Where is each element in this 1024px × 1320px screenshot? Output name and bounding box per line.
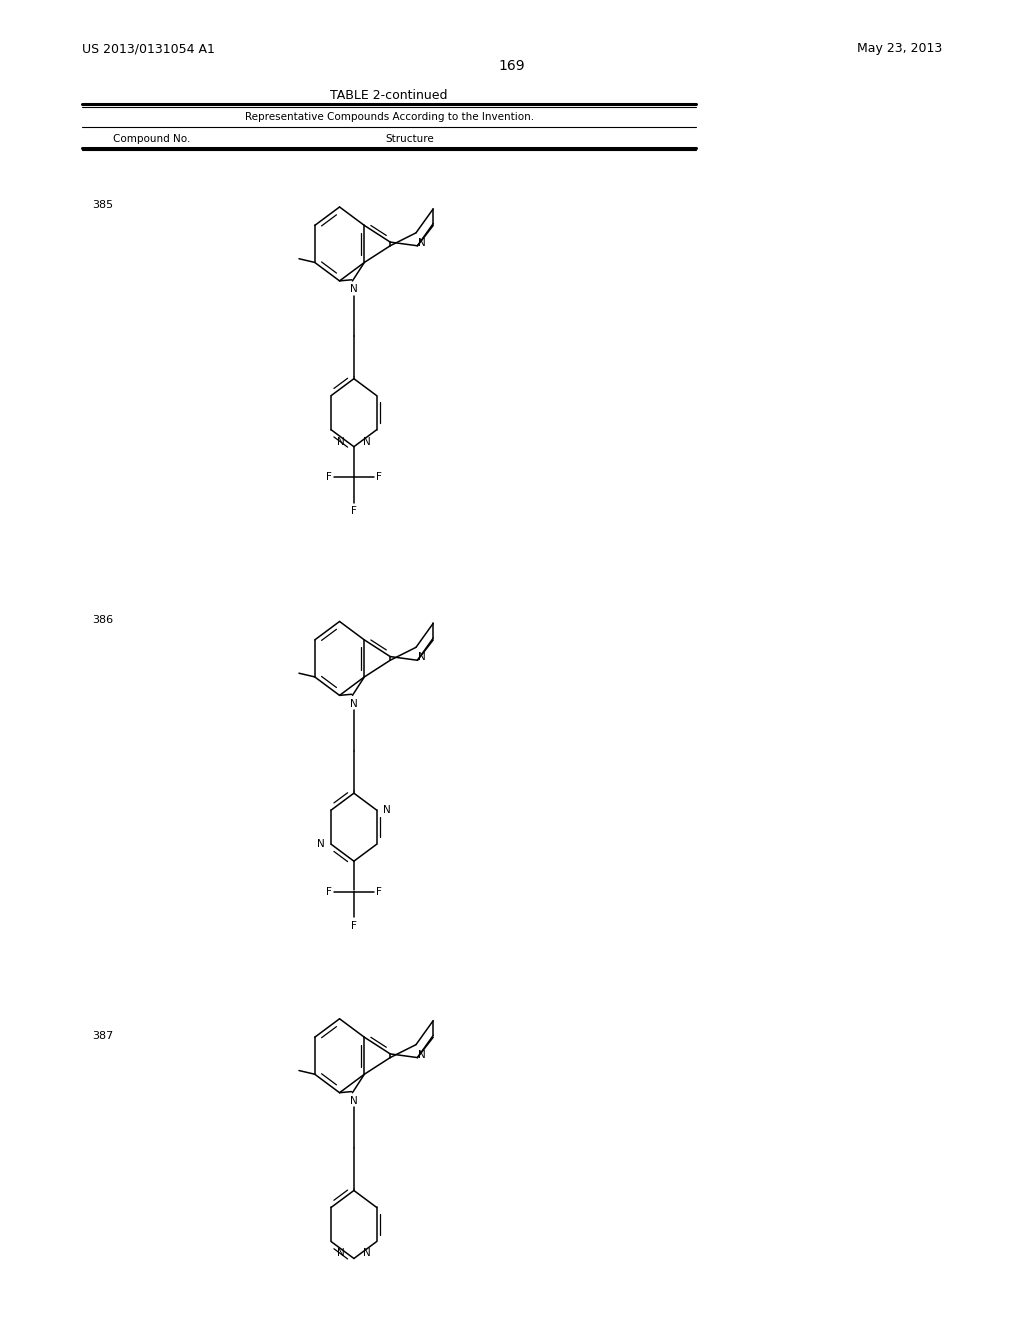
Text: N: N bbox=[350, 284, 357, 294]
Text: N: N bbox=[337, 437, 345, 446]
Text: N: N bbox=[337, 1249, 345, 1258]
Text: N: N bbox=[317, 840, 326, 849]
Text: 386: 386 bbox=[92, 615, 114, 626]
Text: 169: 169 bbox=[499, 59, 525, 73]
Text: N: N bbox=[350, 1096, 357, 1106]
Text: N: N bbox=[418, 238, 426, 248]
Text: Compound No.: Compound No. bbox=[113, 133, 190, 144]
Text: US 2013/0131054 A1: US 2013/0131054 A1 bbox=[82, 42, 215, 55]
Text: F: F bbox=[326, 473, 332, 482]
Text: F: F bbox=[376, 887, 382, 896]
Text: N: N bbox=[418, 652, 426, 663]
Text: N: N bbox=[418, 1049, 426, 1060]
Text: N: N bbox=[350, 698, 357, 709]
Text: F: F bbox=[376, 473, 382, 482]
Text: Structure: Structure bbox=[385, 133, 434, 144]
Text: May 23, 2013: May 23, 2013 bbox=[857, 42, 942, 55]
Text: TABLE 2-continued: TABLE 2-continued bbox=[331, 88, 447, 102]
Text: 385: 385 bbox=[92, 199, 114, 210]
Text: N: N bbox=[364, 1249, 371, 1258]
Text: Representative Compounds According to the Invention.: Representative Compounds According to th… bbox=[245, 112, 534, 123]
Text: F: F bbox=[351, 507, 356, 516]
Text: 387: 387 bbox=[92, 1031, 114, 1041]
Text: N: N bbox=[383, 805, 390, 816]
Text: F: F bbox=[351, 921, 356, 931]
Text: F: F bbox=[326, 887, 332, 896]
Text: N: N bbox=[364, 437, 371, 446]
